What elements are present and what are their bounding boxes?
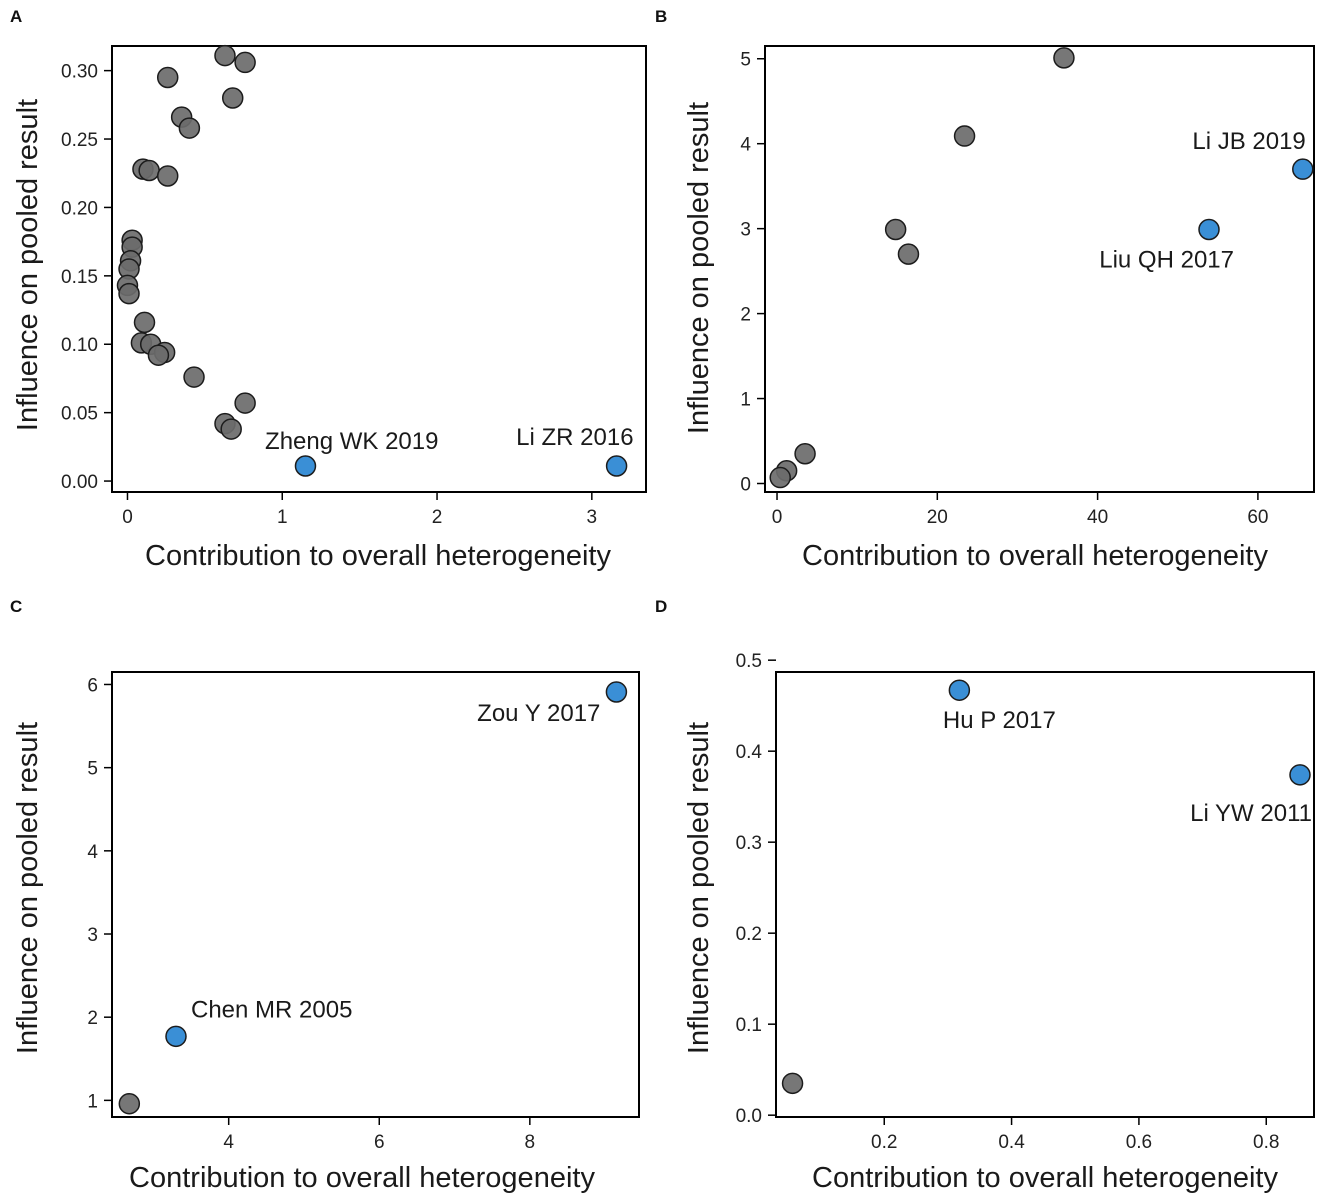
study-label: Zheng WK 2019	[265, 428, 438, 455]
y-tick-label: 4	[87, 842, 98, 863]
highlighted-study-point	[294, 455, 317, 477]
highlighted-study-point	[948, 679, 971, 701]
y-tick-label: 3	[87, 925, 98, 946]
study-point	[884, 218, 907, 241]
highlighted-study-point	[165, 1025, 187, 1048]
study-label: Li JB 2019	[1192, 128, 1305, 155]
y-tick-label: 1	[87, 1091, 98, 1112]
x-axis-title: Contribution to overall heterogeneity	[129, 1162, 595, 1194]
x-tick-label: 4	[223, 1132, 234, 1153]
study-point	[221, 87, 244, 109]
y-tick-label: 0.20	[61, 198, 98, 219]
study-point	[133, 311, 156, 334]
y-tick-label: 0.25	[61, 130, 98, 151]
y-tick-label: 0.4	[736, 742, 763, 763]
panel-letter: C	[10, 597, 22, 616]
study-point	[234, 392, 256, 414]
study-point	[183, 366, 205, 388]
study-label: Liu QH 2017	[1099, 246, 1234, 273]
x-tick-label: 0.8	[1253, 1132, 1279, 1153]
y-axis-title: Influence on pooled result	[683, 722, 715, 1054]
x-tick-label: 0.6	[1126, 1132, 1152, 1153]
highlighted-study-point	[1198, 218, 1220, 241]
study-point	[138, 159, 160, 182]
y-tick-label: 4	[740, 135, 751, 156]
study-point	[178, 117, 201, 139]
plot-frame	[764, 45, 1315, 493]
x-axis-title: Contribution to overall heterogeneity	[812, 1162, 1278, 1194]
y-axis-title: Influence on pooled result	[683, 102, 715, 434]
study-point	[1053, 47, 1075, 69]
study-point	[897, 243, 920, 265]
plot-frame	[111, 45, 647, 493]
study-point	[147, 344, 170, 366]
y-tick-label: 0.2	[736, 924, 762, 945]
x-tick-label: 20	[927, 507, 948, 528]
y-tick-label: 0	[740, 475, 751, 496]
study-point	[156, 165, 179, 187]
x-tick-label: 40	[1087, 507, 1108, 528]
x-tick-label: 1	[277, 507, 288, 528]
y-tick-label: 1	[740, 390, 751, 411]
panel-letter: D	[655, 597, 667, 616]
panel-b: B 0 20 40 60 0 1 2 3 4 5 Contribution to overall he…	[655, 7, 1315, 572]
study-point	[214, 44, 236, 67]
y-tick-label: 0.1	[736, 1015, 762, 1036]
y-axis-title: Influence on pooled result	[12, 722, 44, 1054]
x-tick-label: 2	[432, 507, 443, 528]
x-tick-label: 0.4	[998, 1132, 1025, 1153]
y-tick-label: 0.15	[61, 267, 98, 288]
x-tick-label: 0	[122, 507, 133, 528]
y-tick-label: 5	[740, 50, 751, 71]
study-label: Chen MR 2005	[191, 996, 352, 1023]
study-label: Hu P 2017	[943, 707, 1056, 734]
plot-frame	[111, 671, 640, 1118]
y-tick-label: 2	[740, 305, 751, 326]
study-point	[769, 466, 791, 489]
y-tick-label: 0.5	[736, 651, 762, 672]
study-point	[781, 1072, 804, 1095]
y-axis-title: Influence on pooled result	[12, 99, 44, 431]
study-point	[118, 1092, 141, 1115]
study-point	[794, 443, 816, 465]
plot-frame	[775, 671, 1315, 1118]
y-tick-label: 0.3	[736, 833, 762, 854]
highlighted-study-point	[605, 455, 628, 477]
study-point	[220, 418, 242, 440]
panel-letter: B	[655, 7, 667, 26]
y-tick-label: 0.30	[61, 62, 98, 83]
study-label: Zou Y 2017	[477, 700, 600, 727]
x-axis-title: Contribution to overall heterogeneity	[145, 540, 611, 572]
y-tick-label: 0.05	[61, 404, 98, 425]
x-tick-label: 6	[374, 1132, 385, 1153]
panel-c: C 4 6 8 1 2 3 4 5 6 Contribution to overall hetero…	[10, 597, 640, 1194]
study-point	[234, 51, 256, 74]
panel-d: D 0.2 0.4 0.6 0.8 0.0 0.1 0.2 0.3 0.4 0.5 Contribut…	[655, 597, 1315, 1194]
x-tick-label: 0.2	[871, 1132, 897, 1153]
y-tick-label: 0.10	[61, 335, 98, 356]
study-label: Li ZR 2016	[516, 424, 633, 451]
x-tick-label: 0	[772, 507, 783, 528]
y-tick-label: 0.0	[736, 1106, 762, 1127]
panel-a: A 0 1 2 3 0.00 0.05 0.10 0.15 0.20 0.25 0.30 Contrib…	[10, 7, 647, 572]
highlighted-study-point	[1289, 764, 1311, 786]
y-tick-label: 5	[87, 759, 98, 780]
study-point	[118, 282, 140, 305]
x-tick-label: 8	[525, 1132, 536, 1153]
y-tick-label: 6	[87, 675, 98, 696]
x-axis-title: Contribution to overall heterogeneity	[802, 540, 1268, 572]
y-tick-label: 3	[740, 220, 751, 241]
highlighted-study-point	[1292, 158, 1314, 180]
highlighted-study-point	[605, 681, 628, 703]
x-tick-label: 3	[587, 507, 598, 528]
panel-letter: A	[10, 7, 22, 26]
study-point	[953, 125, 976, 147]
study-point	[156, 66, 179, 89]
study-label: Li YW 2011	[1190, 800, 1312, 827]
y-tick-label: 0.00	[61, 472, 98, 493]
x-tick-label: 60	[1247, 507, 1268, 528]
y-tick-label: 2	[87, 1008, 98, 1029]
